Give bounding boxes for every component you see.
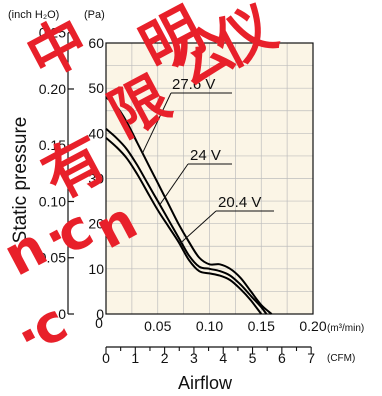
series-line <box>105 137 263 315</box>
x-tick-label-cfm: 1 <box>131 350 139 366</box>
x-axis-label: Airflow <box>178 373 233 393</box>
series-line <box>105 96 273 315</box>
x-tick-label-m3min: 0.05 <box>144 318 171 334</box>
x-tick-label-cfm: 3 <box>190 350 198 366</box>
y-tick-label-inch: 0.10 <box>39 193 66 209</box>
y-tick-label-pa: 30 <box>88 171 104 187</box>
x-tick-label-cfm: 4 <box>219 350 227 366</box>
series-label-leader <box>141 92 172 154</box>
grid <box>106 43 313 314</box>
y-tick-label-pa: 20 <box>88 216 104 232</box>
x-tick-label-m3min: 0.10 <box>196 318 223 334</box>
x-tick-label-cfm: 6 <box>278 350 286 366</box>
series-lines: 27.6 V 24 V 20.4 V <box>105 76 274 315</box>
y-tick-label-pa: 50 <box>88 80 104 96</box>
x-tick-label-m3min: 0.20 <box>299 318 326 334</box>
y-axis-label: Static pressure <box>10 117 31 244</box>
series-label-leader <box>159 163 189 205</box>
plot-frame <box>105 42 314 315</box>
y-tick-label-inch: 0.05 <box>39 250 66 266</box>
x-tick-label-m3min: 0 <box>95 315 103 331</box>
series-label: 27.6 V <box>172 76 215 93</box>
y-tick-label-inch: 0 <box>58 306 66 322</box>
x-tick-label-cfm: 2 <box>161 350 169 366</box>
x-tick-label-cfm: 5 <box>249 350 257 366</box>
x-unit-m3min: (m³/min) <box>327 323 364 334</box>
y-tick-label-pa: 0 <box>96 306 104 322</box>
y-tick-label-pa: 40 <box>88 125 104 141</box>
y-unit-pa: (Pa) <box>84 9 105 21</box>
y-unit-inch: (inch H₂O) <box>8 9 59 21</box>
y-tick-label-inch: 0.20 <box>39 81 66 97</box>
y-tick-label-pa: 10 <box>88 261 104 277</box>
y-tick-label-inch: 0.25 <box>39 25 66 41</box>
series-line <box>105 128 268 315</box>
y-tick-label-inch: 0.15 <box>39 137 66 153</box>
x-tick-label-cfm: 7 <box>307 350 315 366</box>
x-tick-label-cfm: 0 <box>102 350 110 366</box>
series-label: 24 V <box>190 147 221 164</box>
x-tick-label-m3min: 0.15 <box>248 318 275 334</box>
y-tick-label-pa: 60 <box>88 35 104 51</box>
x-unit-cfm: (CFM) <box>327 353 355 364</box>
series-label: 20.4 V <box>218 194 261 211</box>
series-label-leader <box>179 210 217 245</box>
